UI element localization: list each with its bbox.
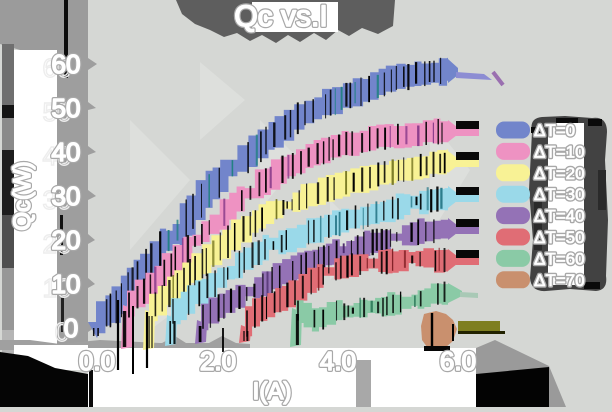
- svg-text:ΔT=10: ΔT=10: [534, 142, 585, 161]
- svg-text:ΔT=10: ΔT=10: [534, 142, 585, 161]
- svg-text:10: 10: [52, 269, 81, 299]
- svg-text:10: 10: [43, 273, 72, 303]
- svg-text:10: 10: [52, 269, 81, 299]
- svg-text:40: 40: [52, 137, 81, 167]
- svg-text:ΔT=70: ΔT=70: [534, 271, 585, 290]
- svg-text:50: 50: [43, 97, 72, 127]
- svg-text:40: 40: [43, 141, 72, 171]
- svg-text:ΔT=20: ΔT=20: [534, 164, 585, 183]
- svg-text:ΔT=20: ΔT=20: [534, 164, 585, 183]
- svg-text:4.0: 4.0: [320, 346, 356, 376]
- svg-text:40: 40: [52, 137, 81, 167]
- svg-text:ΔT=70: ΔT=70: [534, 271, 585, 290]
- svg-text:ΔT=30: ΔT=30: [534, 185, 585, 204]
- svg-text:30: 30: [52, 181, 81, 211]
- svg-text:30: 30: [52, 181, 81, 211]
- svg-text:2.0: 2.0: [200, 346, 236, 376]
- svg-text:Qc(W): Qc(W): [9, 161, 36, 230]
- svg-text:0.0: 0.0: [79, 346, 115, 376]
- svg-text:2.0: 2.0: [200, 346, 236, 376]
- svg-text:ΔT=30: ΔT=30: [534, 185, 585, 204]
- svg-text:6.0: 6.0: [440, 346, 476, 376]
- svg-text:50: 50: [52, 93, 81, 123]
- svg-text:ΔT=40: ΔT=40: [534, 207, 585, 226]
- svg-text:ΔT=0: ΔT=0: [534, 121, 575, 140]
- svg-text:ΔT=0: ΔT=0: [534, 121, 575, 140]
- svg-text:0: 0: [55, 317, 69, 347]
- svg-text:60: 60: [52, 49, 81, 79]
- svg-text:20: 20: [43, 229, 72, 259]
- svg-text:ΔT=60: ΔT=60: [534, 249, 585, 268]
- svg-text:Qc vs.I: Qc vs.I: [234, 0, 327, 33]
- svg-text:I(A): I(A): [253, 378, 292, 405]
- svg-text:0: 0: [64, 313, 78, 343]
- svg-text:ΔT=60: ΔT=60: [534, 249, 585, 268]
- svg-text:30: 30: [43, 185, 72, 215]
- svg-text:50: 50: [52, 93, 81, 123]
- svg-text:Qc(W): Qc(W): [9, 161, 36, 230]
- svg-text:0.0: 0.0: [79, 346, 115, 376]
- svg-text:4.0: 4.0: [320, 346, 356, 376]
- svg-text:60: 60: [43, 53, 72, 83]
- svg-text:ΔT=50: ΔT=50: [534, 228, 585, 247]
- svg-text:Qc vs.I: Qc vs.I: [234, 0, 327, 33]
- svg-text:20: 20: [52, 225, 81, 255]
- svg-text:20: 20: [52, 225, 81, 255]
- svg-text:ΔT=40: ΔT=40: [534, 207, 585, 226]
- svg-text:I(A): I(A): [253, 378, 292, 405]
- svg-text:0: 0: [64, 313, 78, 343]
- svg-text:ΔT=50: ΔT=50: [534, 228, 585, 247]
- svg-text:6.0: 6.0: [440, 346, 476, 376]
- svg-text:60: 60: [52, 49, 81, 79]
